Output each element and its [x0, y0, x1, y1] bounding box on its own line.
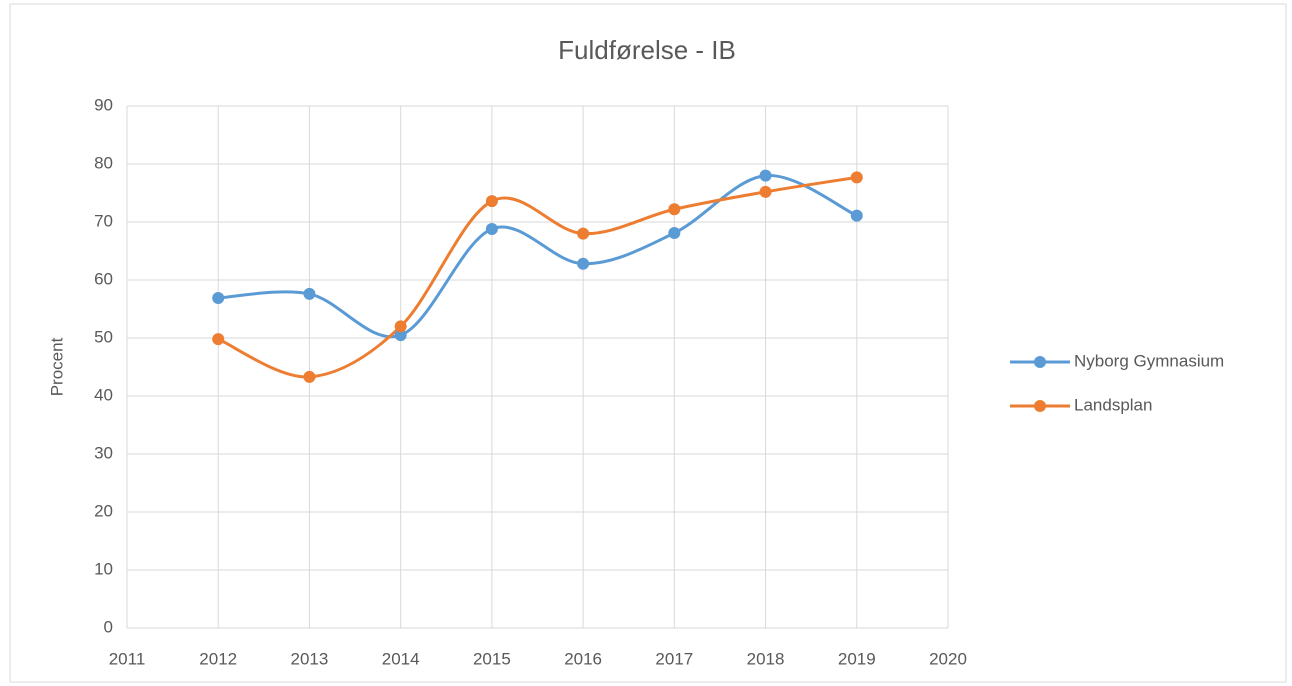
y-tick-label: 50 — [94, 327, 113, 346]
data-point — [668, 203, 681, 216]
data-point — [759, 169, 772, 182]
data-point — [303, 287, 316, 300]
data-point — [577, 227, 590, 240]
x-tick-label: 2016 — [564, 649, 602, 668]
x-tick-label: 2011 — [109, 649, 146, 668]
y-tick-label: 40 — [94, 385, 113, 404]
data-point — [485, 222, 498, 235]
data-point — [668, 227, 681, 240]
data-point — [759, 185, 772, 198]
data-point — [394, 320, 407, 333]
series-line — [217, 175, 858, 379]
y-tick-label: 20 — [94, 501, 113, 520]
data-point — [850, 209, 863, 222]
x-tick-label: 2020 — [929, 649, 967, 668]
x-tick-label: 2013 — [291, 649, 329, 668]
y-tick-label: 80 — [94, 153, 113, 172]
x-tick-label: 2019 — [838, 649, 876, 668]
data-point — [485, 195, 498, 208]
series-line — [218, 174, 858, 339]
data-point — [212, 333, 225, 346]
x-tick-label: 2012 — [199, 649, 237, 668]
y-tick-label: 0 — [104, 617, 113, 636]
x-tick-label: 2015 — [473, 649, 511, 668]
data-point — [212, 291, 225, 304]
legend-label: Landsplan — [1074, 395, 1152, 414]
y-tick-label: 90 — [94, 95, 113, 114]
y-tick-label: 10 — [94, 559, 113, 578]
legend-marker — [1034, 356, 1046, 368]
x-tick-label: 2018 — [747, 649, 785, 668]
data-point — [303, 370, 316, 383]
y-axis-label: Procent — [47, 337, 66, 396]
chart-title: Fuldførelse - IB — [558, 35, 736, 65]
data-point — [577, 257, 590, 270]
legend-label: Nyborg Gymnasium — [1074, 351, 1224, 370]
y-tick-label: 60 — [94, 269, 113, 288]
y-tick-label: 30 — [94, 443, 113, 462]
legend-marker — [1034, 400, 1046, 412]
data-point — [850, 171, 863, 184]
y-tick-label: 70 — [94, 211, 113, 230]
x-tick-label: 2017 — [655, 649, 693, 668]
data-point — [394, 329, 407, 342]
x-tick-label: 2014 — [382, 649, 420, 668]
